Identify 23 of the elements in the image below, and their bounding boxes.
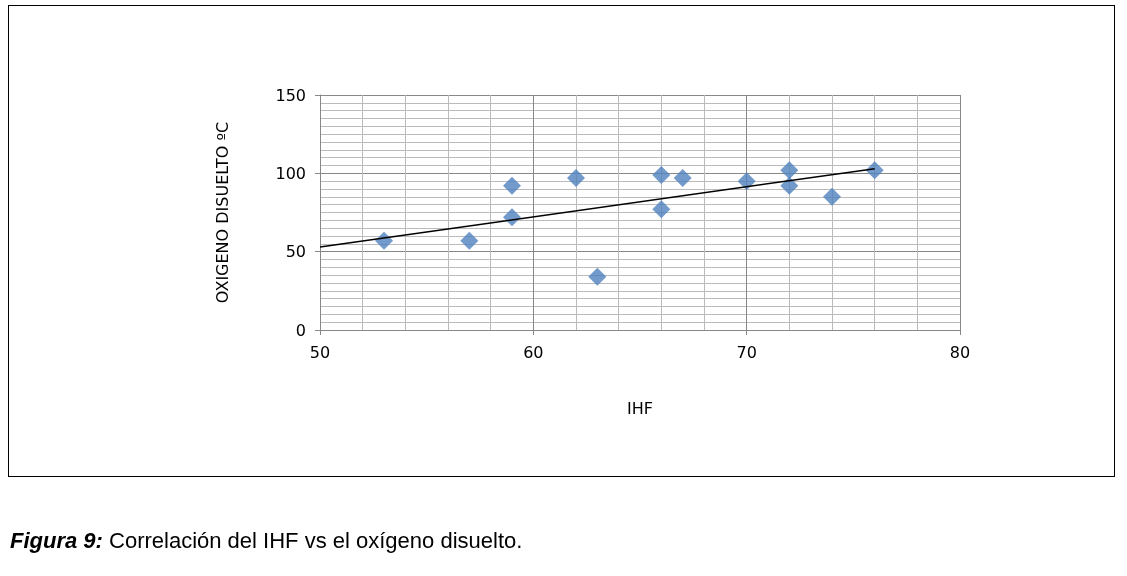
y-axis-title: OXIGENO DISUELTO ºC bbox=[212, 121, 232, 304]
point bbox=[673, 169, 692, 188]
y-tick-label: 100 bbox=[275, 163, 306, 183]
x-tick-label: 80 bbox=[949, 342, 971, 362]
point bbox=[567, 169, 585, 188]
x-tick-label: 50 bbox=[309, 342, 331, 362]
text: Figura 9: Correlación del IHF vs el oxígeno disuelto. bbox=[10, 528, 523, 554]
y-tick-label: 50 bbox=[285, 242, 306, 262]
point bbox=[460, 231, 479, 250]
point bbox=[588, 267, 607, 286]
point bbox=[865, 161, 884, 180]
point bbox=[823, 187, 841, 206]
x-tick-label: 70 bbox=[736, 342, 757, 362]
point bbox=[652, 200, 671, 219]
point bbox=[503, 176, 521, 195]
point bbox=[780, 176, 799, 195]
point bbox=[780, 161, 799, 180]
y-tick-label: 0 bbox=[295, 320, 306, 340]
x-tick-label: 60 bbox=[523, 342, 544, 362]
y-tick-label: 150 bbox=[275, 85, 306, 105]
point bbox=[737, 172, 756, 191]
x-axis-title: IHF bbox=[627, 398, 653, 418]
point bbox=[652, 165, 671, 184]
